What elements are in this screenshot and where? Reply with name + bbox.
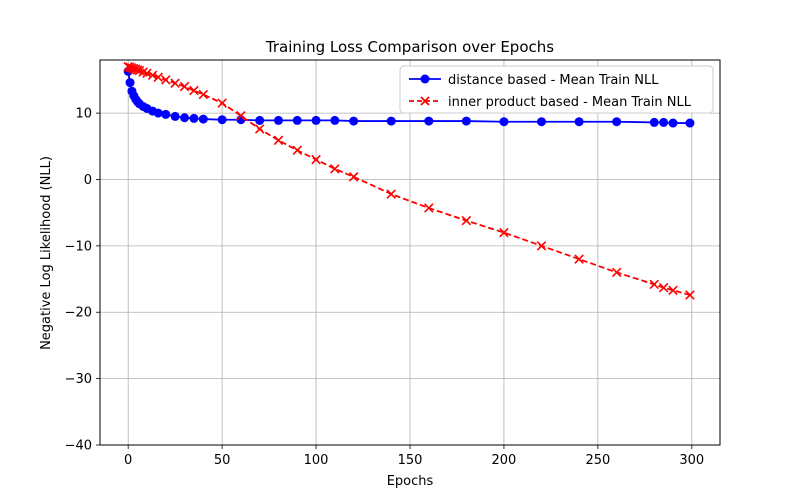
data-point (153, 108, 163, 118)
data-point (292, 145, 303, 156)
x-tick-label: 150 (398, 453, 423, 468)
data-point (161, 109, 171, 119)
data-point (574, 254, 584, 264)
data-point (649, 117, 659, 127)
data-point (658, 282, 669, 293)
data-point (189, 85, 199, 96)
legend-marker-inner-product (420, 96, 430, 106)
y-tick-label: 10 (75, 107, 92, 122)
x-tick-label: 50 (214, 453, 231, 468)
data-point (424, 203, 434, 213)
data-point (330, 115, 340, 125)
axis-ticks: 0 50 100 150 200 250 300 −40 −30 −20 −10 0 10 (65, 107, 705, 468)
data-point (536, 241, 547, 251)
data-point (537, 117, 547, 127)
y-tick-label: −20 (65, 306, 92, 321)
data-point (125, 78, 135, 88)
data-point (160, 75, 171, 85)
legend-box (399, 65, 714, 114)
data-point (217, 98, 227, 108)
data-point (499, 227, 509, 238)
data-point (668, 118, 678, 128)
data-point (292, 115, 302, 125)
data-point (180, 113, 190, 123)
legend: distance based - Mean Train NLL inner pr… (399, 65, 714, 114)
legend-label-distance: distance based - Mean Train NLL (448, 73, 659, 88)
data-point (386, 116, 396, 126)
data-point (189, 113, 199, 123)
series-inner-product (123, 61, 695, 300)
x-tick-label: 250 (585, 453, 610, 468)
y-axis-label: Negative Log Likelihood (NLL) (39, 156, 54, 350)
data-point (349, 116, 359, 126)
y-tick-label: 0 (84, 173, 92, 188)
y-tick-label: −40 (65, 439, 92, 454)
data-point (311, 115, 321, 125)
data-point (499, 117, 509, 127)
data-point (311, 154, 321, 165)
chart-title: Training Loss Comparison over Epochs (265, 38, 554, 56)
data-point (685, 118, 695, 128)
x-tick-label: 200 (492, 453, 517, 468)
data-point (649, 279, 660, 290)
data-point (461, 215, 472, 226)
data-point (668, 285, 678, 296)
data-point (574, 117, 584, 127)
data-point (153, 72, 164, 83)
data-point (198, 89, 209, 100)
data-point (255, 115, 265, 125)
data-point (217, 115, 227, 125)
data-point (330, 164, 340, 174)
data-point (147, 70, 158, 81)
data-point (461, 116, 471, 126)
x-axis-label: Epochs (387, 474, 434, 489)
data-point (254, 124, 265, 134)
y-tick-label: −30 (65, 372, 92, 387)
x-tick-label: 300 (679, 453, 704, 468)
data-point (612, 117, 622, 127)
data-point (170, 111, 180, 121)
data-point (179, 81, 190, 92)
x-tick-label: 0 (124, 453, 132, 468)
data-point (424, 116, 434, 126)
data-point (198, 114, 208, 124)
series-distance (123, 66, 695, 128)
data-point (142, 68, 152, 79)
legend-label-inner-product: inner product based - Mean Train NLL (448, 95, 692, 110)
data-point (659, 117, 669, 127)
plot-series (123, 61, 695, 300)
data-point (348, 172, 359, 182)
data-point (170, 78, 180, 88)
legend-marker-distance (420, 74, 430, 84)
data-point (611, 267, 622, 278)
data-point (273, 115, 283, 125)
x-tick-label: 100 (304, 453, 329, 468)
data-point (273, 135, 284, 146)
data-point (236, 110, 246, 121)
data-point (386, 189, 396, 199)
data-point (132, 65, 143, 75)
y-tick-label: −10 (65, 239, 92, 254)
data-point (685, 290, 695, 300)
